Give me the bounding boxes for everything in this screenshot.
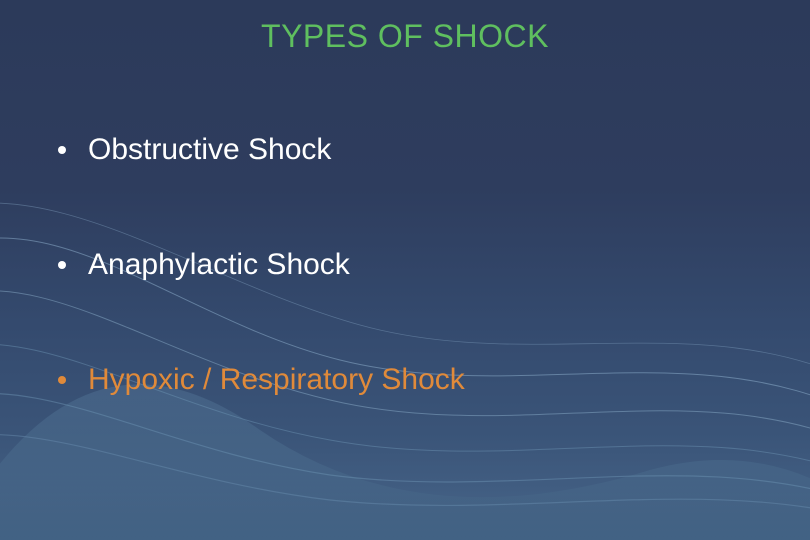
bullet-list: Obstructive Shock Anaphylactic Shock Hyp… [58,130,770,475]
bullet-dot-icon [58,376,66,384]
slide-title: TYPES OF SHOCK [0,18,810,55]
bullet-text: Obstructive Shock [88,130,770,169]
list-item: Obstructive Shock [58,130,770,169]
bullet-dot-icon [58,146,66,154]
bullet-text: Hypoxic / Respiratory Shock [88,360,770,399]
list-item: Anaphylactic Shock [58,245,770,284]
bullet-text: Anaphylactic Shock [88,245,770,284]
list-item: Hypoxic / Respiratory Shock [58,360,770,399]
bullet-dot-icon [58,261,66,269]
slide-container: TYPES OF SHOCK Obstructive Shock Anaphyl… [0,0,810,540]
